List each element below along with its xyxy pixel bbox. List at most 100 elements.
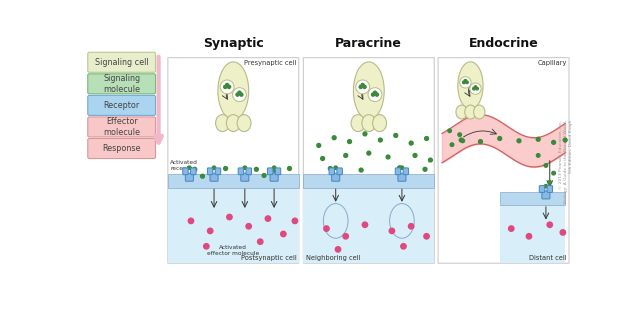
Circle shape [359,168,363,172]
Circle shape [409,141,413,145]
Circle shape [238,91,241,94]
Circle shape [356,80,369,94]
Circle shape [544,185,548,188]
Circle shape [257,239,263,244]
Circle shape [227,85,230,88]
Circle shape [461,139,465,143]
Text: Postsynaptic cell: Postsynaptic cell [241,255,296,261]
Circle shape [361,84,364,86]
FancyBboxPatch shape [88,117,156,137]
Circle shape [274,169,278,173]
Circle shape [343,234,348,239]
FancyBboxPatch shape [329,168,335,175]
Circle shape [498,137,502,140]
Ellipse shape [218,62,249,120]
Ellipse shape [353,62,384,120]
Circle shape [413,154,417,157]
Text: Capillary: Capillary [538,60,566,66]
Text: © 2013 Pearson Education, Inc.
Biology: A Guide to the Natural World,
5th Editio: © 2013 Pearson Education, Inc. Biology: … [559,120,573,203]
Ellipse shape [474,105,485,119]
FancyBboxPatch shape [210,173,218,181]
Circle shape [470,83,481,94]
Ellipse shape [456,105,467,119]
Circle shape [362,222,367,228]
Ellipse shape [227,115,240,132]
Circle shape [317,143,321,147]
Circle shape [464,79,467,82]
Ellipse shape [372,115,387,132]
Circle shape [526,234,532,239]
FancyBboxPatch shape [207,168,213,175]
Circle shape [243,166,246,170]
Circle shape [321,156,324,160]
Circle shape [246,224,252,229]
Circle shape [225,84,228,86]
Circle shape [460,77,471,88]
FancyBboxPatch shape [547,186,552,192]
Bar [500,192,565,205]
FancyBboxPatch shape [241,173,249,181]
FancyBboxPatch shape [332,173,340,181]
Circle shape [400,166,404,170]
Bar [500,205,565,263]
Circle shape [223,85,227,88]
Circle shape [193,167,196,171]
Ellipse shape [351,115,365,132]
Circle shape [239,170,243,173]
Text: Signaling cell: Signaling cell [95,58,148,67]
Text: Activated
effector molecule: Activated effector molecule [207,245,259,256]
FancyBboxPatch shape [398,173,406,181]
Circle shape [548,180,552,184]
Circle shape [450,143,454,147]
Circle shape [207,228,213,234]
Circle shape [188,218,194,224]
Text: Endocrine: Endocrine [468,37,538,50]
FancyBboxPatch shape [268,168,273,175]
FancyBboxPatch shape [215,168,221,175]
Circle shape [386,155,390,159]
Circle shape [188,166,191,170]
Bar [168,188,299,263]
Circle shape [373,91,376,94]
FancyBboxPatch shape [270,173,278,181]
FancyBboxPatch shape [238,168,244,175]
FancyBboxPatch shape [396,168,401,175]
Circle shape [389,228,395,234]
Circle shape [292,218,298,224]
FancyBboxPatch shape [246,168,252,175]
Circle shape [460,138,463,142]
Circle shape [236,93,239,96]
Circle shape [287,167,291,171]
Ellipse shape [458,62,483,109]
FancyBboxPatch shape [88,139,156,158]
FancyBboxPatch shape [88,95,156,116]
Circle shape [560,230,566,235]
Circle shape [240,93,243,96]
Circle shape [458,133,461,136]
Circle shape [363,85,366,88]
Circle shape [375,93,378,96]
Circle shape [552,140,556,144]
Circle shape [273,166,276,170]
Circle shape [479,140,483,143]
Text: Distant cell: Distant cell [529,255,566,261]
Circle shape [204,244,209,249]
Circle shape [397,166,401,170]
FancyBboxPatch shape [542,191,550,199]
Circle shape [429,158,433,162]
Circle shape [473,87,475,90]
Text: Effector
molecule: Effector molecule [103,117,140,137]
Circle shape [281,231,286,237]
Circle shape [536,137,540,141]
Text: Paracrine: Paracrine [335,37,403,50]
Circle shape [408,224,414,229]
Text: Receptor: Receptor [104,101,140,110]
Circle shape [335,247,340,252]
Ellipse shape [362,115,376,132]
Text: Response: Response [102,144,141,153]
Circle shape [509,226,514,231]
Circle shape [424,137,429,140]
Circle shape [227,214,232,220]
Circle shape [463,81,465,84]
FancyBboxPatch shape [303,58,435,263]
